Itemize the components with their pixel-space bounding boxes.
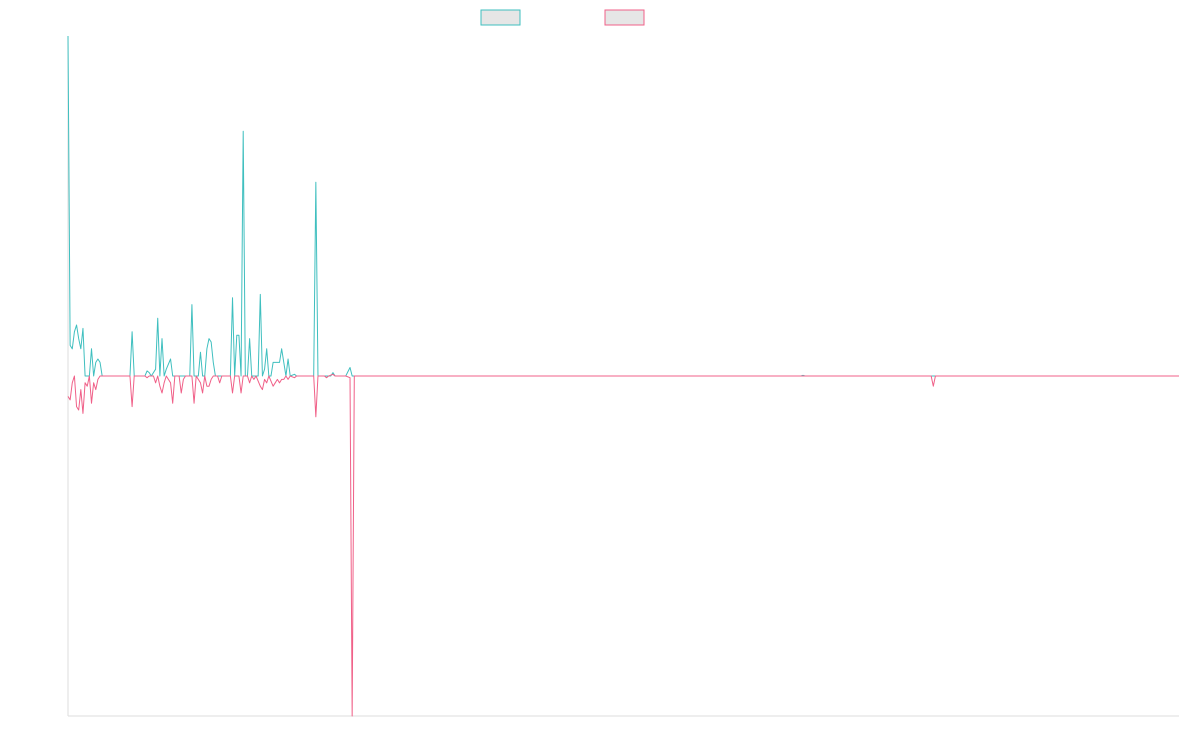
series-line-1 xyxy=(67,35,1179,377)
legend xyxy=(480,9,645,26)
legend-swatch-1[interactable] xyxy=(480,9,521,26)
series-line-2 xyxy=(67,373,1179,717)
legend-swatch-2[interactable] xyxy=(604,9,645,26)
series-layer xyxy=(67,35,1179,717)
